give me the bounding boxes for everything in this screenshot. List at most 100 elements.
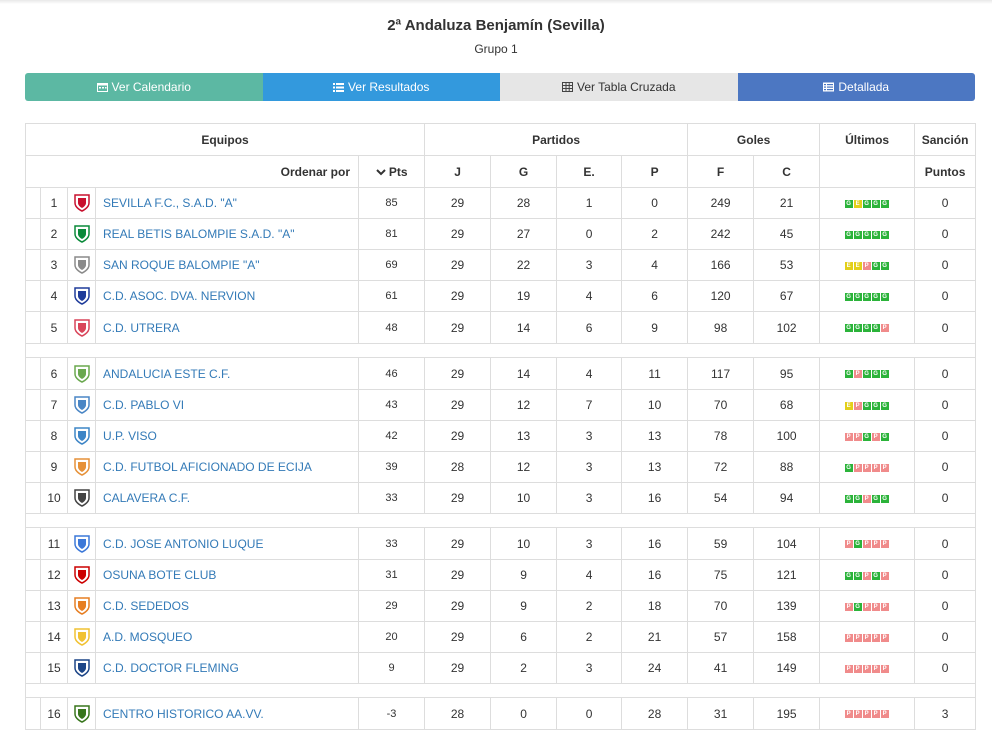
goals-against: 45 <box>753 218 821 250</box>
team-link[interactable]: C.D. UTRERA <box>103 320 180 335</box>
team-link[interactable]: U.P. VISO <box>103 429 157 443</box>
team-cell: C.D. JOSE ANTONIO LUQUE <box>95 527 359 560</box>
team-link[interactable]: A.D. MOSQUEO <box>103 630 193 644</box>
played: 29 <box>424 357 492 390</box>
goals-for: 78 <box>687 420 755 452</box>
result-loss-badge: P <box>853 432 862 441</box>
result-loss-badge: P <box>853 370 862 379</box>
played: 29 <box>424 389 492 421</box>
tab-detallada[interactable]: Detallada <box>737 73 975 101</box>
team-crest <box>67 357 96 390</box>
result-win-badge: G <box>853 571 862 580</box>
result-win-badge: G <box>862 401 871 410</box>
played: 29 <box>424 590 492 622</box>
points: 46 <box>357 357 426 390</box>
result-win-badge: G <box>862 432 871 441</box>
team-cell: SEVILLA F.C., S.A.D. "A" <box>95 187 359 219</box>
group-separator <box>24 513 977 528</box>
points: 33 <box>357 482 426 514</box>
team-link[interactable]: C.D. PABLO VI <box>103 398 185 412</box>
result-win-badge: G <box>844 494 853 503</box>
sort-by-label: Ordenar por <box>25 155 359 188</box>
goals-for: 117 <box>687 357 755 390</box>
sanction-points: 0 <box>914 389 977 421</box>
header-goles: Goles <box>687 123 821 156</box>
goals-for: 70 <box>687 590 755 622</box>
table-row: 12 OSUNA BOTE CLUB 31 29 9 4 16 75 121 G G P G P 0 <box>25 559 977 591</box>
position: 11 <box>40 527 68 560</box>
tab-ver-tabla-cruzada[interactable]: Ver Tabla Cruzada <box>500 73 738 101</box>
table-row: 13 C.D. SEDEDOS 29 29 9 2 18 70 139 P G P P P 0 <box>25 590 977 622</box>
sanction-points: 0 <box>914 621 977 653</box>
result-win-badge: G <box>844 199 853 208</box>
played: 29 <box>424 218 492 250</box>
team-crest <box>67 652 96 684</box>
lost: 21 <box>621 621 689 653</box>
result-loss-badge: P <box>853 633 862 642</box>
team-link[interactable]: C.D. JOSE ANTONIO LUQUE <box>103 536 264 551</box>
goals-for: 249 <box>687 187 755 219</box>
team-cell: REAL BETIS BALOMPIE S.A.D. "A" <box>95 218 359 250</box>
shield-icon <box>73 458 90 476</box>
result-win-badge: G <box>844 324 853 333</box>
team-link[interactable]: OSUNA BOTE CLUB <box>103 568 217 582</box>
col-puntos: Puntos <box>914 155 977 188</box>
points: -3 <box>357 697 426 730</box>
goals-for: 59 <box>687 527 755 560</box>
won: 2 <box>490 652 558 684</box>
detail-list-icon <box>823 82 835 92</box>
result-win-badge: G <box>871 199 880 208</box>
team-crest <box>67 311 96 344</box>
view-tabs: Ver Calendario Ver Resultados Ver Tabla … <box>25 73 975 101</box>
col-p: P <box>621 155 689 188</box>
result-loss-badge: P <box>862 494 871 503</box>
won: 14 <box>490 311 558 344</box>
result-loss-badge: P <box>871 540 880 549</box>
won: 22 <box>490 249 558 281</box>
tab-ver-resultados[interactable]: Ver Resultados <box>262 73 500 101</box>
shield-icon <box>73 256 90 274</box>
header-equipos: Equipos <box>24 123 426 156</box>
drawn: 2 <box>556 590 623 622</box>
tab-label: Ver Resultados <box>348 80 430 94</box>
team-cell: U.P. VISO <box>95 420 359 452</box>
sanction-points: 0 <box>914 187 977 219</box>
row-spacer <box>25 187 41 219</box>
list-icon <box>333 83 345 92</box>
result-loss-badge: P <box>880 633 889 642</box>
team-link[interactable]: SEVILLA F.C., S.A.D. "A" <box>103 196 237 210</box>
team-link[interactable]: ANDALUCIA ESTE C.F. <box>103 366 231 381</box>
goals-for: 72 <box>687 451 755 483</box>
sanction-points: 0 <box>914 420 977 452</box>
header-sancion: Sanción <box>914 123 977 156</box>
team-link[interactable]: C.D. FUTBOL AFICIONADO DE ECIJA <box>103 460 312 474</box>
sort-pts-button[interactable]: Pts <box>357 155 426 188</box>
result-loss-badge: P <box>880 602 889 611</box>
shield-icon <box>73 287 90 305</box>
result-loss-badge: P <box>862 633 871 642</box>
team-link[interactable]: SAN ROQUE BALOMPIE "A" <box>103 258 260 272</box>
position: 9 <box>40 451 68 483</box>
team-link[interactable]: REAL BETIS BALOMPIE S.A.D. "A" <box>103 227 295 241</box>
team-link[interactable]: C.D. ASOC. DVA. NERVION <box>103 289 256 303</box>
result-draw-badge: E <box>853 199 862 208</box>
result-loss-badge: P <box>871 432 880 441</box>
team-link[interactable]: C.D. SEDEDOS <box>103 599 190 613</box>
drawn: 4 <box>556 559 623 591</box>
separator-cell <box>24 343 977 358</box>
tab-ver-calendario[interactable]: Ver Calendario <box>25 73 263 101</box>
team-link[interactable]: CALAVERA C.F. <box>103 491 191 505</box>
played: 29 <box>424 527 492 560</box>
team-cell: C.D. SEDEDOS <box>95 590 359 622</box>
team-link[interactable]: C.D. DOCTOR FLEMING <box>103 661 239 675</box>
result-win-badge: G <box>862 324 871 333</box>
tab-label: Ver Tabla Cruzada <box>576 80 676 94</box>
table-row: 14 A.D. MOSQUEO 20 29 6 2 21 57 158 P P P P P 0 <box>25 621 977 653</box>
team-link[interactable]: CENTRO HISTORICO AA.VV. <box>103 706 264 721</box>
goals-for: 242 <box>687 218 755 250</box>
